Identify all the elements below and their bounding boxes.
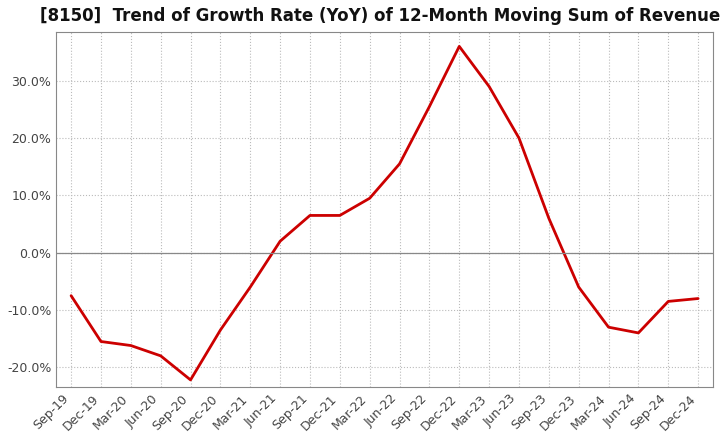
- Title: [8150]  Trend of Growth Rate (YoY) of 12-Month Moving Sum of Revenues: [8150] Trend of Growth Rate (YoY) of 12-…: [40, 7, 720, 25]
